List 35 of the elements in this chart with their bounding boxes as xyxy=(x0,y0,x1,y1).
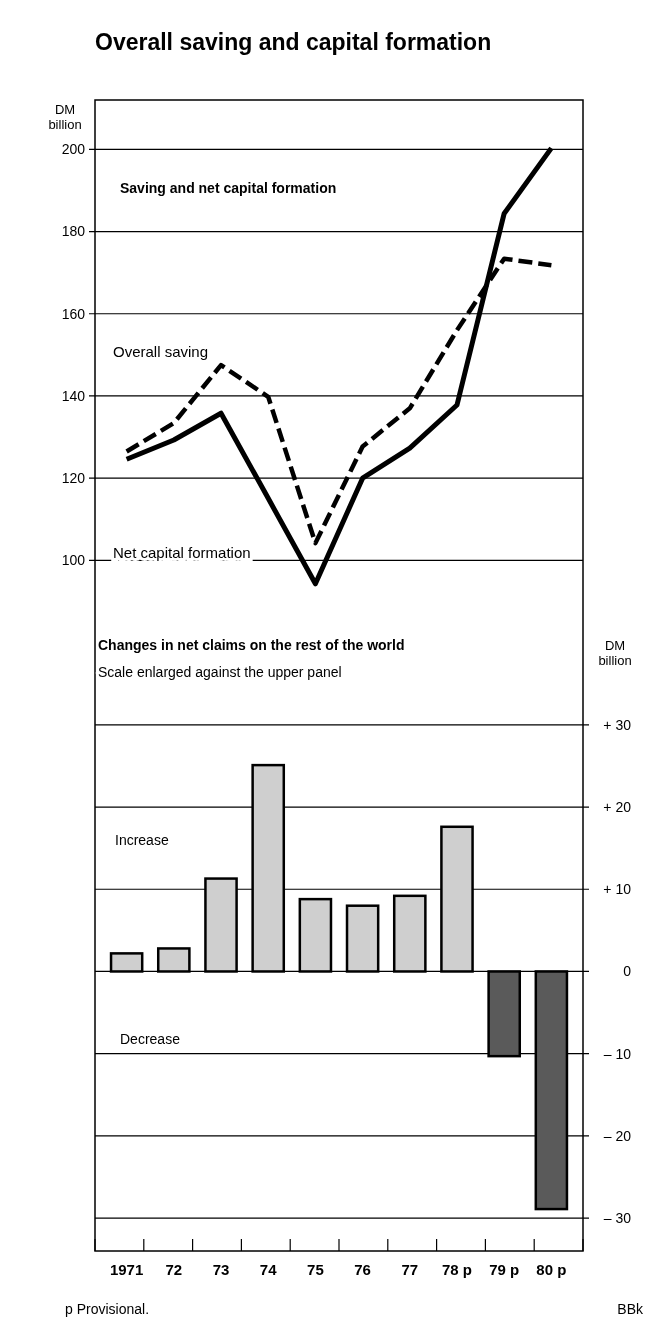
x-tick-label: 79 p xyxy=(489,1261,520,1278)
y2-tick-label: – 30 xyxy=(603,1210,632,1227)
x-tick-label: 76 xyxy=(354,1261,371,1278)
x-tick-label: 72 xyxy=(165,1261,183,1278)
y2-axis-title: DM billion xyxy=(598,638,632,668)
text: Net capital formation xyxy=(113,543,251,561)
y-tick-label: 180 xyxy=(61,223,86,240)
y2-tick-label: + 10 xyxy=(603,881,632,898)
y2-tick-label: + 20 xyxy=(603,798,632,815)
x-tick-label: 80 p xyxy=(536,1261,567,1278)
annotation: Scale enlarged against the upper panel xyxy=(98,663,342,680)
series-label: Overall saving xyxy=(113,342,209,360)
x-tick-label: 1971 xyxy=(109,1261,144,1278)
annotation: Changes in net claims on the rest of the world xyxy=(98,636,405,653)
annotation: Increase xyxy=(115,832,169,849)
text: BBk xyxy=(617,1300,644,1317)
x-tick-label: 74 xyxy=(259,1261,278,1278)
y-tick-label: 100 xyxy=(61,552,86,569)
annotation: Saving and net capital formation xyxy=(120,179,337,196)
y2-tick-label: + 30 xyxy=(603,716,632,733)
y-tick-label: 160 xyxy=(61,305,86,322)
y-axis-title: DM billion xyxy=(48,102,82,132)
y-tick-label: 120 xyxy=(61,470,86,487)
x-tick-label: 73 xyxy=(212,1261,230,1278)
annotation: Decrease xyxy=(120,1031,181,1048)
y-tick-label: 140 xyxy=(61,387,86,404)
x-tick-label: 75 xyxy=(307,1261,324,1278)
y2-tick-label: 0 xyxy=(623,963,632,980)
y-tick-label: 200 xyxy=(61,141,86,158)
text: p Provisional. xyxy=(65,1300,150,1317)
y2-tick-label: – 20 xyxy=(603,1127,632,1144)
chart-title: Overall saving and capital formation xyxy=(95,29,492,55)
y2-tick-label: – 10 xyxy=(603,1045,632,1062)
x-tick-label: 78 p xyxy=(441,1261,472,1278)
x-tick-label: 77 xyxy=(401,1261,419,1278)
